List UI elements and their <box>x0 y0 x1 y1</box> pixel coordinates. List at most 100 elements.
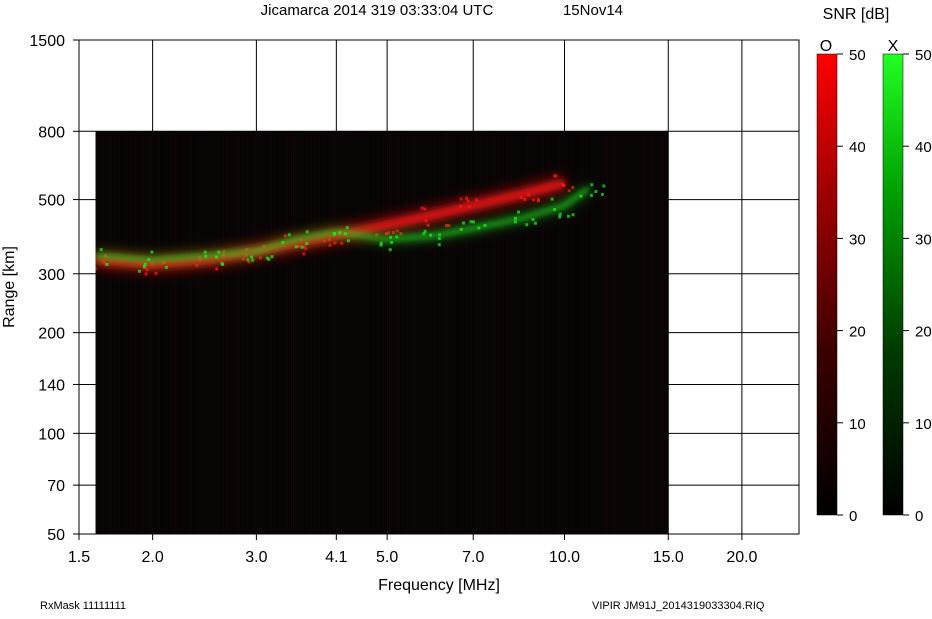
trace-speckle <box>221 263 225 266</box>
x-tick-label: 1.5 <box>68 549 90 566</box>
trace-speckle <box>571 186 575 189</box>
trace-speckle <box>477 226 481 230</box>
trace-speckle <box>241 257 245 261</box>
y-tick-label: 500 <box>38 193 65 210</box>
trace-speckle <box>332 232 336 235</box>
y-tick-label: 800 <box>38 124 65 141</box>
plot-date: 15Nov14 <box>563 2 623 19</box>
trace-speckle <box>395 229 399 233</box>
trace-speckle <box>297 245 301 249</box>
trace-speckle <box>395 235 399 239</box>
trace-speckle <box>251 258 255 262</box>
trace-speckle <box>459 204 463 208</box>
trace-speckle <box>304 247 308 251</box>
trace-speckle <box>536 198 540 202</box>
trace-speckle <box>333 241 337 245</box>
y-axis-label: Range [km] <box>1 246 18 328</box>
colorbar-o-label: O <box>820 38 832 55</box>
colorbar-o-tick-label: 10 <box>849 416 866 433</box>
trace-speckle <box>389 235 393 239</box>
trace-speckle <box>531 218 535 221</box>
trace-speckle <box>475 198 478 202</box>
trace-speckle <box>387 231 391 235</box>
x-axis-ticks: 1.5 2.0 3.0 4.1 5.0 7.0 10.0 15.0 20.0 <box>68 534 758 566</box>
trace-speckle <box>105 263 109 266</box>
trace-speckle <box>467 205 471 209</box>
colorbar-x-tick-label: 10 <box>915 416 932 433</box>
colorbar-o-tick-label: 50 <box>849 47 866 64</box>
trace-speckle <box>95 267 97 271</box>
x-tick-label: 2.0 <box>141 549 163 566</box>
trace-speckle <box>322 239 326 243</box>
trace-speckle <box>465 196 468 200</box>
trace-speckle <box>101 260 105 264</box>
trace-speckle <box>99 248 103 252</box>
trace-speckle <box>345 226 349 230</box>
trace-speckle <box>147 258 151 261</box>
trace-speckle <box>459 227 463 231</box>
trace-speckle <box>246 258 250 262</box>
trace-speckle <box>423 229 427 233</box>
trace-speckle <box>346 239 350 243</box>
trace-speckle <box>420 206 424 210</box>
trace-speckle <box>247 260 251 264</box>
colorbar-o-tick-label: 30 <box>849 231 866 248</box>
colorbar-x-label: X <box>888 38 899 55</box>
trace-speckle <box>283 234 287 238</box>
trace-speckle <box>525 223 529 227</box>
trace-speckle <box>379 243 383 247</box>
trace-speckle <box>589 193 593 197</box>
trace-speckle <box>138 269 141 273</box>
trace-speckle <box>523 197 527 201</box>
trace-speckle <box>305 230 309 234</box>
trace-speckle <box>204 254 208 258</box>
trace-speckle <box>215 255 219 259</box>
trace-speckle <box>294 245 298 249</box>
trace-speckle <box>550 197 554 201</box>
colorbar-o-tick-label: 0 <box>849 508 857 525</box>
x-tick-label: 3.0 <box>245 549 267 566</box>
trace-speckle <box>594 190 598 193</box>
trace-speckle <box>513 220 517 224</box>
trace-speckle <box>466 199 470 203</box>
y-tick-label: 200 <box>38 326 65 343</box>
x-axis-label: Frequency [MHz] <box>378 577 500 594</box>
trace-speckle <box>424 219 428 223</box>
file-label: VIPIR JM91J_2014319033304.RIQ <box>592 600 765 612</box>
colorbar-x-tick-label: 30 <box>915 231 932 248</box>
trace-speckle <box>462 221 465 225</box>
trace-speckle <box>215 267 219 271</box>
y-tick-label: 140 <box>38 377 65 394</box>
trace-speckle <box>447 224 451 227</box>
trace-speckle <box>561 183 565 186</box>
trace-speckle <box>154 271 158 275</box>
trace-speckle <box>388 248 392 252</box>
trace-speckle <box>340 241 344 245</box>
trace-speckle <box>532 198 536 202</box>
trace-speckle <box>553 174 557 178</box>
trace-speckle <box>328 243 332 247</box>
trace-speckle <box>426 223 430 227</box>
trace-speckle <box>217 250 221 254</box>
trace-speckle <box>391 231 395 234</box>
trace-speckle <box>164 265 168 269</box>
trace-speckle <box>399 232 403 236</box>
x-tick-label: 20.0 <box>726 549 757 566</box>
x-tick-label: 10.0 <box>549 549 580 566</box>
trace-speckle <box>422 232 426 236</box>
colorbar-x <box>882 53 904 516</box>
trace-speckle <box>281 241 285 244</box>
trace-speckle <box>514 216 517 220</box>
plot-title: Jicamarca 2014 319 03:33:04 UTC <box>261 2 494 19</box>
colorbar-x-tick-label: 50 <box>915 47 932 64</box>
trace-speckle <box>343 232 347 236</box>
trace-speckle <box>571 213 575 217</box>
trace-speckle <box>144 272 148 276</box>
trace-speckle <box>423 207 427 211</box>
trace-speckle <box>429 233 433 237</box>
y-tick-label: 70 <box>47 478 65 495</box>
trace-speckle <box>602 184 606 188</box>
trace-speckle <box>270 255 274 259</box>
y-axis-ticks: 50 70 100 140 200 300 500 800 1500 <box>29 33 79 544</box>
